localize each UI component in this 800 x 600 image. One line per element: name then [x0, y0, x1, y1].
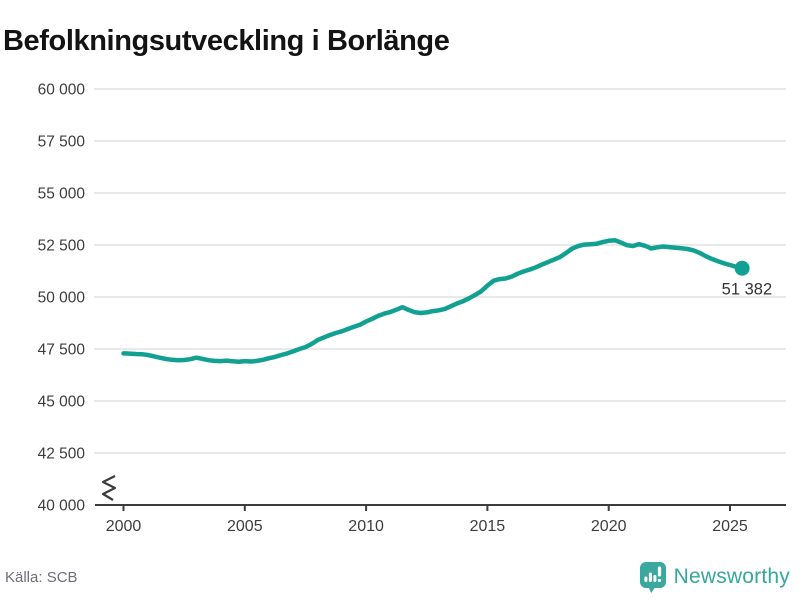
- chart-footer: Källa: SCB Newsworthy: [5, 559, 790, 595]
- x-tick-label: 2000: [106, 518, 142, 535]
- y-tick-label: 57 500: [38, 134, 86, 151]
- y-tick-label: 42 500: [38, 446, 86, 463]
- y-tick-label: 45 000: [38, 394, 86, 411]
- x-tick-label: 2010: [348, 518, 384, 535]
- y-tick-label: 40 000: [38, 498, 86, 515]
- end-point-label: 51 382: [722, 280, 772, 298]
- population-line: [121, 237, 745, 364]
- x-tick-label: 2015: [470, 518, 506, 535]
- newsworthy-bar-chart-icon: [639, 561, 666, 593]
- x-tick-label: 2005: [227, 518, 263, 535]
- y-tick-label: 55 000: [38, 186, 86, 203]
- y-tick-label: 50 000: [38, 290, 86, 307]
- x-tick-label: 2020: [591, 518, 627, 535]
- source-note: Källa: SCB: [5, 568, 78, 586]
- page-title: Befolkningsutveckling i Borlänge: [3, 25, 450, 58]
- end-point-marker: [734, 260, 750, 276]
- y-tick-label: 52 500: [38, 238, 86, 255]
- y-tick-label: 47 500: [38, 342, 86, 359]
- x-tick-label: 2025: [712, 518, 748, 535]
- y-tick-label: 60 000: [38, 82, 86, 99]
- newsworthy-logo: Newsworthy: [639, 561, 790, 594]
- newsworthy-wordmark: Newsworthy: [673, 565, 790, 588]
- axis-break-icon: [101, 475, 117, 501]
